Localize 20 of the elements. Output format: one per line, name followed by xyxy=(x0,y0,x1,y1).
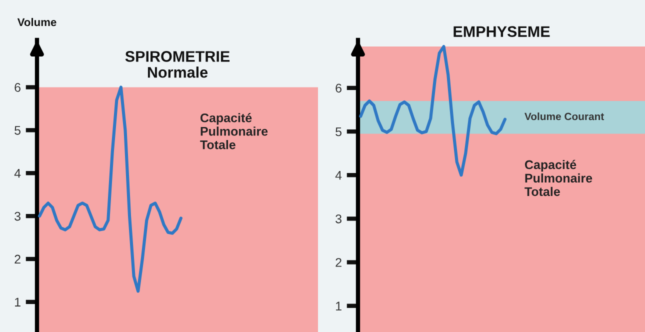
y-tick-label: 3 xyxy=(336,214,342,224)
y-tick-label: 5 xyxy=(14,126,21,135)
text: SPIROMETRIE Normale xyxy=(125,51,230,78)
band-label: Volume Courant xyxy=(524,112,604,120)
y-tick-label: 6 xyxy=(336,84,342,93)
band-label: Capacité Pulmonaire Totale xyxy=(524,160,592,196)
y-tick-label: 1 xyxy=(15,298,20,306)
line-series xyxy=(38,86,182,293)
y-tick-label: 3 xyxy=(14,212,20,221)
y-tick-label: 6 xyxy=(14,83,20,92)
y-axis-title: Volume xyxy=(17,18,56,26)
band-label: Capacité Pulmonaire Totale xyxy=(200,113,268,150)
chart-title: EMPHYSEME xyxy=(454,26,550,37)
y-tick-label: 5 xyxy=(336,127,342,136)
line-series xyxy=(359,45,507,177)
y-tick-label: 2 xyxy=(14,254,20,264)
y-tick-label: 1 xyxy=(336,302,342,310)
y-tick-label: 4 xyxy=(335,171,342,180)
y-tick-label: 4 xyxy=(14,169,21,178)
y-tick-label: 2 xyxy=(336,258,342,267)
